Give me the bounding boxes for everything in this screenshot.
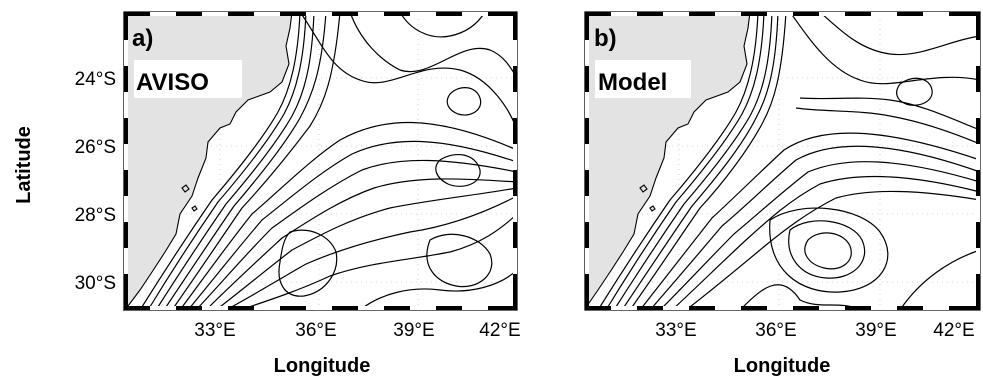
panel-a-ytick-3: 30°S: [75, 273, 116, 294]
panel-a-name: AVISO: [136, 69, 209, 96]
panel-a-tag: a): [132, 25, 153, 52]
panel-a-x-axis-title: Longitude: [274, 355, 371, 377]
panel-b: b) Model: [584, 11, 981, 377]
panel-a-xtick-3: 42°E: [479, 320, 520, 341]
panel-b-border: [585, 12, 980, 310]
panel-b-xtick-3: 42°E: [933, 320, 974, 341]
panel-a-ytick-1: 26°S: [75, 137, 116, 158]
panel-a-xtick-1: 36°E: [295, 320, 336, 341]
panel-a-xtick-2: 39°E: [393, 320, 434, 341]
panel-a-ytick-2: 28°S: [75, 205, 116, 226]
panel-a-border: [124, 12, 517, 310]
panel-b-name: Model: [598, 69, 667, 96]
panel-b-xtick-2: 39°E: [855, 320, 896, 341]
panel-b-x-axis-title: Longitude: [734, 355, 831, 377]
panel-a-ytick-0: 24°S: [75, 69, 116, 90]
panel-b-contours: [597, 11, 981, 311]
panel-b-xtick-0: 33°E: [655, 320, 696, 341]
panel-a-contours: [139, 11, 518, 311]
panel-a: a) AVISO: [75, 11, 521, 377]
panel-b-tag: b): [594, 25, 617, 52]
panel-a-xtick-0: 33°E: [194, 320, 235, 341]
panel-b-xtick-1: 36°E: [755, 320, 796, 341]
y-axis-title: Latitude: [13, 126, 35, 204]
